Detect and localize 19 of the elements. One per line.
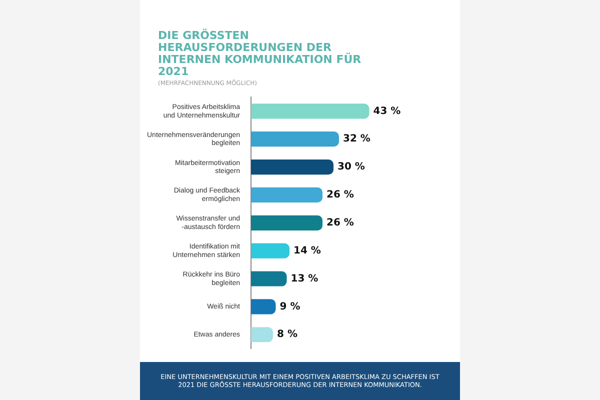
data-label: 26 % (326, 190, 354, 201)
bar (251, 159, 334, 175)
data-label: 32 % (343, 134, 370, 145)
bar (251, 187, 323, 203)
bar (251, 327, 274, 342)
bar (251, 215, 323, 230)
bar (251, 243, 290, 258)
bar (251, 299, 276, 314)
data-label: 13 % (290, 273, 318, 284)
data-label: 8 % (277, 329, 298, 340)
data-label: 14 % (294, 245, 321, 256)
data-label: 26 % (326, 217, 354, 228)
bar (251, 132, 340, 147)
data-label: 30 % (338, 162, 365, 173)
chart-title: DIE GRÖSSTEN HERAUSFORDERUNGEN DER INTERNEN KOMMUNIKATION FÜR 2021 (158, 29, 362, 78)
data-label: 9 % (280, 301, 300, 312)
data-label: 43 % (373, 106, 401, 117)
bar (251, 104, 370, 119)
bar (251, 271, 287, 286)
